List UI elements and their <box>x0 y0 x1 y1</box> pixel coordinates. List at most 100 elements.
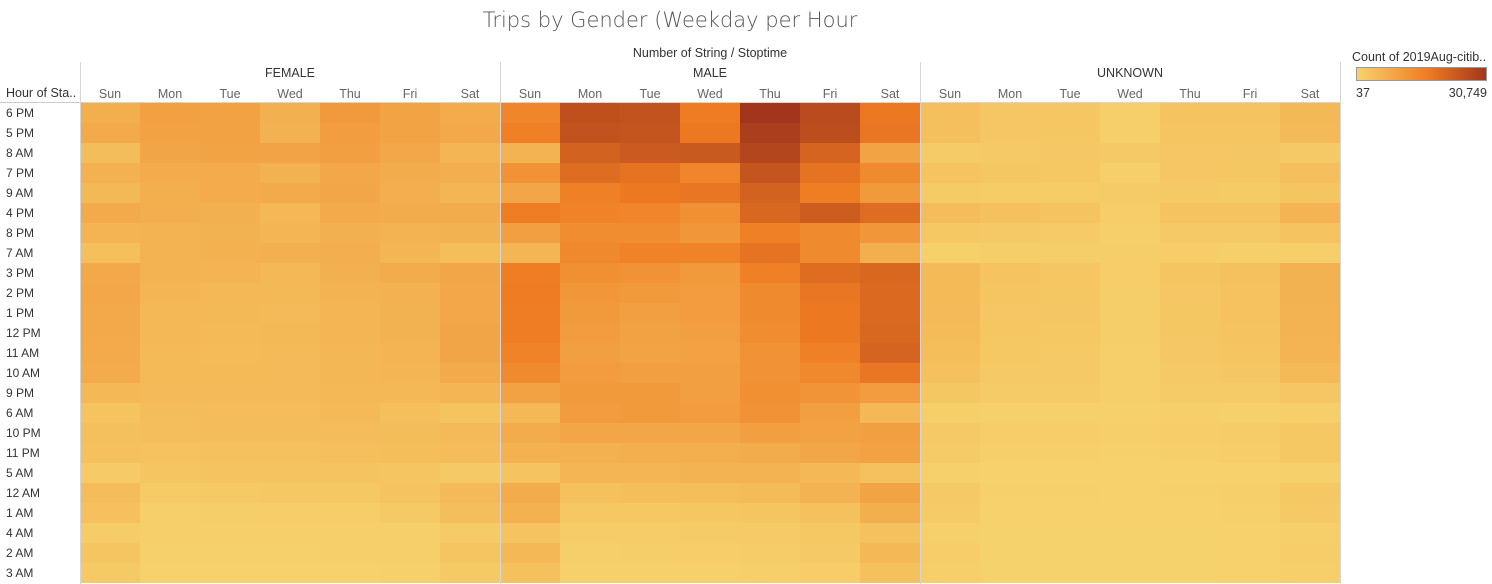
heat-cell[interactable] <box>200 143 260 163</box>
heat-cell[interactable] <box>560 243 620 263</box>
heat-cell[interactable] <box>80 443 140 463</box>
heat-cell[interactable] <box>80 323 140 343</box>
heat-cell[interactable] <box>620 363 680 383</box>
heat-cell[interactable] <box>140 343 200 363</box>
heat-cell[interactable] <box>200 203 260 223</box>
heat-cell[interactable] <box>1280 203 1340 223</box>
heat-cell[interactable] <box>1220 103 1280 123</box>
heat-cell[interactable] <box>380 243 440 263</box>
heat-cell[interactable] <box>1280 563 1340 583</box>
hour-row-label[interactable]: 7 PM <box>6 166 35 180</box>
heat-cell[interactable] <box>500 363 560 383</box>
heat-cell[interactable] <box>80 523 140 543</box>
heat-cell[interactable] <box>500 103 560 123</box>
heat-cell[interactable] <box>980 243 1040 263</box>
heat-cell[interactable] <box>140 303 200 323</box>
hour-row-label[interactable]: 4 PM <box>6 206 35 220</box>
heat-cell[interactable] <box>1220 243 1280 263</box>
heat-cell[interactable] <box>800 343 860 363</box>
heat-cell[interactable] <box>920 563 980 583</box>
heat-cell[interactable] <box>1040 283 1100 303</box>
heat-cell[interactable] <box>1160 403 1220 423</box>
day-header[interactable]: Sun <box>98 87 122 101</box>
heat-cell[interactable] <box>620 323 680 343</box>
day-header[interactable]: Mon <box>157 87 183 101</box>
heat-cell[interactable] <box>140 123 200 143</box>
heat-cell[interactable] <box>1280 303 1340 323</box>
heat-cell[interactable] <box>560 343 620 363</box>
heat-cell[interactable] <box>1220 143 1280 163</box>
heat-cell[interactable] <box>680 203 740 223</box>
day-header[interactable]: Mon <box>577 87 603 101</box>
hour-row-label[interactable]: 2 PM <box>6 286 35 300</box>
heat-cell[interactable] <box>800 163 860 183</box>
heat-cell[interactable] <box>380 303 440 323</box>
heat-cell[interactable] <box>980 443 1040 463</box>
heat-cell[interactable] <box>740 183 800 203</box>
heat-cell[interactable] <box>1160 103 1220 123</box>
heat-cell[interactable] <box>680 123 740 143</box>
heat-cell[interactable] <box>560 263 620 283</box>
heat-cell[interactable] <box>920 263 980 283</box>
heat-cell[interactable] <box>1100 263 1160 283</box>
heat-cell[interactable] <box>680 423 740 443</box>
heat-cell[interactable] <box>1160 203 1220 223</box>
heat-cell[interactable] <box>1160 163 1220 183</box>
hour-row-label[interactable]: 1 PM <box>6 306 35 320</box>
heat-cell[interactable] <box>500 123 560 143</box>
heat-cell[interactable] <box>320 443 380 463</box>
legend-title[interactable]: Count of 2019Aug-citib.. <box>1352 50 1487 64</box>
heat-cell[interactable] <box>800 143 860 163</box>
heat-cell[interactable] <box>680 523 740 543</box>
heat-cell[interactable] <box>440 143 500 163</box>
hour-row-label[interactable]: 11 AM <box>6 346 40 360</box>
heat-cell[interactable] <box>740 343 800 363</box>
heat-cell[interactable] <box>200 543 260 563</box>
heat-cell[interactable] <box>440 243 500 263</box>
heat-cell[interactable] <box>1280 363 1340 383</box>
day-header[interactable]: Wed <box>1117 87 1143 101</box>
heat-cell[interactable] <box>980 403 1040 423</box>
heat-cell[interactable] <box>440 503 500 523</box>
heat-cell[interactable] <box>1100 123 1160 143</box>
heat-cell[interactable] <box>560 523 620 543</box>
heat-cell[interactable] <box>260 183 320 203</box>
heat-cell[interactable] <box>860 463 920 483</box>
heat-cell[interactable] <box>80 503 140 523</box>
heat-cell[interactable] <box>1040 563 1100 583</box>
heat-cell[interactable] <box>1160 523 1220 543</box>
heat-cell[interactable] <box>440 343 500 363</box>
day-header[interactable]: Mon <box>997 87 1023 101</box>
heat-cell[interactable] <box>560 223 620 243</box>
heat-cell[interactable] <box>740 303 800 323</box>
heat-cell[interactable] <box>500 223 560 243</box>
heat-cell[interactable] <box>80 463 140 483</box>
heat-cell[interactable] <box>500 563 560 583</box>
heat-cell[interactable] <box>740 443 800 463</box>
day-header[interactable]: Thu <box>339 87 361 101</box>
day-header[interactable]: Tue <box>1059 87 1081 101</box>
heat-cell[interactable] <box>440 163 500 183</box>
heat-cell[interactable] <box>1280 263 1340 283</box>
heat-cell[interactable] <box>260 423 320 443</box>
hour-row-label[interactable]: 3 PM <box>6 266 35 280</box>
heat-cell[interactable] <box>620 123 680 143</box>
heat-cell[interactable] <box>440 183 500 203</box>
heat-cell[interactable] <box>500 263 560 283</box>
day-header[interactable]: Tue <box>219 87 241 101</box>
heat-cell[interactable] <box>740 503 800 523</box>
heat-cell[interactable] <box>200 283 260 303</box>
heat-cell[interactable] <box>620 103 680 123</box>
heat-cell[interactable] <box>560 503 620 523</box>
hour-row-label[interactable]: 6 PM <box>6 106 35 120</box>
heat-cell[interactable] <box>560 163 620 183</box>
heat-cell[interactable] <box>680 183 740 203</box>
heat-cell[interactable] <box>200 223 260 243</box>
heat-cell[interactable] <box>800 123 860 143</box>
heat-cell[interactable] <box>380 183 440 203</box>
heat-cell[interactable] <box>260 383 320 403</box>
heat-cell[interactable] <box>560 303 620 323</box>
heat-cell[interactable] <box>860 263 920 283</box>
heat-cell[interactable] <box>1100 203 1160 223</box>
heat-cell[interactable] <box>740 563 800 583</box>
